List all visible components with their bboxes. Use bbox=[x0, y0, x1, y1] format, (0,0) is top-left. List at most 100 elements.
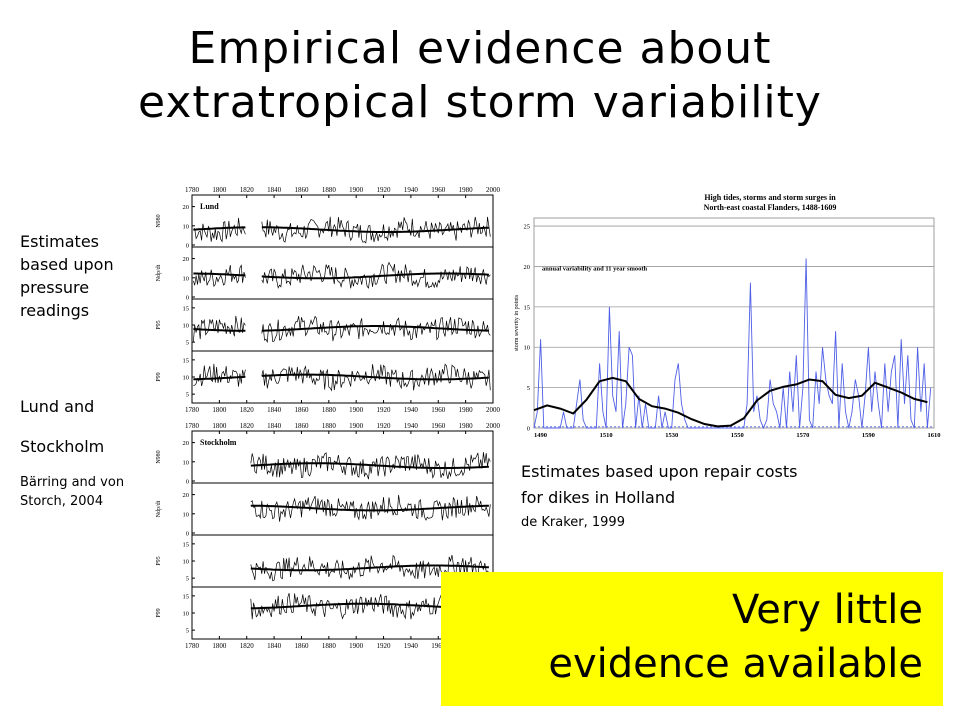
panel-label: Stockholm bbox=[200, 438, 237, 447]
lund-stockholm-figure: 1780 1780 1800 1800 1820 1820 1840 1840 1860 1860… bbox=[150, 183, 501, 653]
annual-series-line bbox=[193, 315, 491, 344]
y-tick-label: 10 bbox=[183, 375, 190, 382]
y-tick-label: 15 bbox=[524, 304, 531, 311]
y-tick-label: 0 bbox=[527, 426, 530, 433]
flanders-chart-title-line-1: High tides, storms and storm surges in bbox=[704, 193, 836, 202]
x-tick-label: 2000 bbox=[486, 186, 500, 194]
x-tick-label: 1800 bbox=[212, 422, 227, 430]
flanders-chart-title-line-2: North-east coastal Flanders, 1488-1609 bbox=[704, 203, 837, 212]
left-citation-line: Storch, 2004 bbox=[20, 494, 104, 509]
y-tick-label: 15 bbox=[183, 357, 190, 364]
y-tick-label: 5 bbox=[186, 340, 189, 347]
x-tick-label: 1820 bbox=[240, 642, 255, 650]
y-tick-label: 20 bbox=[183, 204, 190, 211]
x-tick-label: 1490 bbox=[534, 432, 547, 439]
callout-box: Very little evidence available bbox=[441, 572, 943, 706]
x-tick-label: 1860 bbox=[294, 406, 309, 414]
flanders-chart: High tides, storms and storm surges in N… bbox=[514, 193, 941, 439]
smooth-series-line bbox=[193, 325, 489, 332]
callout-line-1: Very little bbox=[731, 587, 923, 633]
x-tick-label: 1610 bbox=[928, 432, 941, 439]
x-tick-label: 1880 bbox=[322, 642, 337, 650]
annual-series-line bbox=[533, 258, 932, 430]
y-tick-label: 5 bbox=[186, 628, 189, 635]
annual-series-line bbox=[193, 261, 491, 289]
smooth-series-line bbox=[533, 376, 928, 428]
series-label: Ndp/dt bbox=[156, 500, 162, 517]
y-tick-label: 15 bbox=[183, 305, 190, 312]
x-tick-label: 1940 bbox=[404, 422, 419, 430]
y-tick-label: 20 bbox=[524, 264, 531, 271]
x-tick-label: 1900 bbox=[349, 186, 364, 194]
repair-note-line: Estimates based upon repair costs bbox=[521, 462, 798, 481]
y-tick-label: 20 bbox=[183, 256, 190, 263]
flanders-figure: High tides, storms and storm surges in N… bbox=[510, 180, 948, 448]
smooth-series-line bbox=[193, 272, 489, 280]
annual-series-line bbox=[250, 494, 491, 522]
y-tick-label: 0 bbox=[186, 479, 189, 486]
callout-line-2: evidence available bbox=[548, 641, 923, 687]
y-tick-label: 10 bbox=[183, 559, 190, 566]
x-tick-label: 1940 bbox=[404, 186, 419, 194]
x-tick-label: 1840 bbox=[267, 186, 282, 194]
x-tick-label: 1800 bbox=[212, 406, 227, 414]
y-tick-label: 5 bbox=[186, 576, 189, 583]
y-tick-label: 25 bbox=[524, 224, 531, 231]
x-tick-label: 1960 bbox=[431, 186, 446, 194]
x-tick-label: 1960 bbox=[431, 406, 446, 414]
pressure-note-line: Estimates bbox=[20, 232, 100, 251]
y-tick-label: 20 bbox=[183, 492, 190, 499]
y-tick-label: 20 bbox=[183, 440, 190, 447]
x-tick-label: 1800 bbox=[212, 642, 227, 650]
left-citation: Bärring and von Storch, 2004 bbox=[20, 473, 124, 511]
title-line-1: Empirical evidence about bbox=[188, 23, 772, 74]
y-tick-label: 5 bbox=[527, 385, 530, 392]
stations-note: Lund and Stockholm bbox=[20, 387, 104, 467]
left-citation-line: Bärring and von bbox=[20, 475, 125, 490]
y-tick-label: 0 bbox=[186, 295, 189, 302]
x-tick-label: 1510 bbox=[600, 432, 613, 439]
x-tick-label: 1820 bbox=[240, 186, 255, 194]
x-tick-label: 1920 bbox=[377, 406, 392, 414]
series-label: P99 bbox=[156, 608, 162, 617]
smooth-series-line bbox=[250, 564, 489, 572]
y-tick-label: 15 bbox=[183, 593, 190, 600]
x-tick-label: 1780 bbox=[185, 642, 200, 650]
smooth-series-line bbox=[193, 373, 489, 381]
x-tick-label: 1550 bbox=[731, 432, 744, 439]
repair-note-line: for dikes in Holland bbox=[521, 488, 676, 507]
pressure-note: Estimates based upon pressure readings bbox=[20, 230, 114, 322]
y-axis-label: storm severity in points bbox=[514, 294, 520, 351]
series-label: P99 bbox=[156, 372, 162, 381]
y-tick-label: 10 bbox=[183, 511, 190, 518]
x-tick-label: 1780 bbox=[185, 422, 200, 430]
x-tick-label: 1880 bbox=[322, 422, 337, 430]
stations-note-line: Lund and bbox=[20, 397, 95, 416]
x-tick-label: 1980 bbox=[459, 406, 474, 414]
x-tick-label: 1820 bbox=[240, 422, 255, 430]
x-tick-label: 1920 bbox=[377, 186, 392, 194]
y-tick-label: 10 bbox=[183, 323, 190, 330]
y-tick-label: 5 bbox=[186, 392, 189, 399]
chart-annotation: annual variability and 11 year smooth bbox=[542, 266, 648, 273]
y-tick-label: 15 bbox=[183, 541, 190, 548]
plot-area bbox=[533, 217, 935, 429]
x-tick-label: 1800 bbox=[212, 186, 227, 194]
smooth-series-line bbox=[250, 462, 489, 469]
x-tick-label: 2000 bbox=[486, 406, 500, 414]
x-tick-label: 1960 bbox=[431, 642, 446, 650]
y-tick-label: 0 bbox=[186, 531, 189, 538]
x-tick-label: 1860 bbox=[294, 186, 309, 194]
smooth-series-line bbox=[193, 226, 489, 233]
x-tick-label: 1780 bbox=[185, 186, 200, 194]
panel-label: Lund bbox=[200, 202, 219, 211]
x-tick-label: 2000 bbox=[486, 422, 500, 430]
series-label: N980 bbox=[156, 450, 162, 463]
pressure-note-line: based upon bbox=[20, 255, 114, 274]
y-tick-label: 10 bbox=[183, 275, 190, 282]
x-tick-label: 1880 bbox=[322, 186, 337, 194]
x-tick-label: 1860 bbox=[294, 642, 309, 650]
x-tick-label: 1960 bbox=[431, 422, 446, 430]
x-tick-label: 1780 bbox=[185, 406, 200, 414]
x-tick-label: 1900 bbox=[349, 642, 364, 650]
